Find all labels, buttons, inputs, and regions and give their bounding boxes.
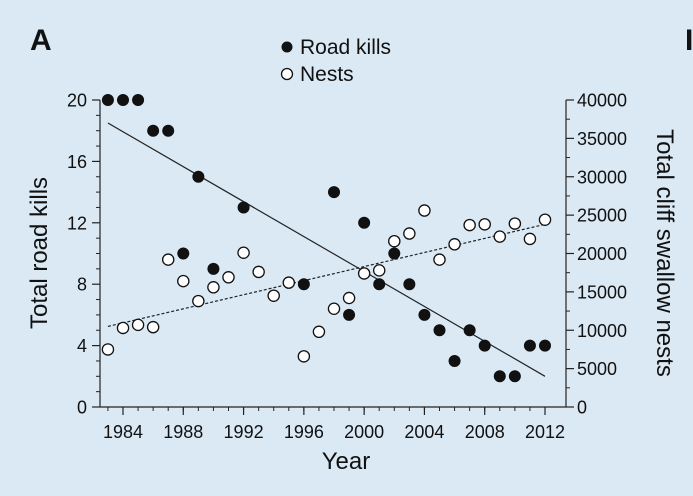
x-axis-title: Year	[322, 448, 371, 475]
x-axis-ticks: 1984 1988 1992 1996 2000 2004 2008 2012	[103, 407, 565, 442]
x-tick-label: 2012	[525, 422, 565, 442]
x-tick-label: 2000	[344, 422, 384, 442]
nests-point	[192, 294, 205, 308]
nests-point	[252, 265, 265, 279]
legend-marker-nests	[280, 67, 294, 81]
nests-point	[327, 302, 341, 316]
road-kills-point	[463, 324, 476, 337]
road-kills-point	[493, 370, 506, 383]
nests-point	[538, 213, 552, 226]
nests-point	[161, 253, 175, 266]
nests-point	[342, 291, 356, 305]
nests-point	[267, 289, 280, 302]
road-kills-point	[448, 354, 461, 367]
nests-point	[463, 218, 476, 232]
nests-point	[388, 234, 401, 248]
nests-point	[372, 264, 386, 277]
nests-point	[448, 238, 461, 251]
panel-label: A	[30, 24, 52, 57]
road-kills-point	[327, 186, 340, 199]
right-axis-ticks: 0 5000 10000 15000 20000 25000 30000 35000 40000	[566, 91, 627, 418]
road-kills-point	[192, 170, 205, 183]
road-kills-point	[508, 370, 521, 383]
right-axis-title: Total cliff swallow nests	[651, 129, 678, 377]
road-kills-point	[358, 216, 371, 229]
right-tick-label: 0	[577, 398, 587, 418]
left-tick-label: 16	[67, 152, 87, 172]
road-kills-point	[373, 278, 386, 291]
right-tick-label: 35000	[577, 129, 627, 149]
right-tick-label: 20000	[577, 244, 627, 264]
x-tick-label: 1988	[163, 422, 203, 442]
road-kills-point	[237, 201, 250, 214]
road-kills-point	[162, 124, 175, 137]
road-kills-point	[297, 278, 310, 291]
road-kills-point	[343, 308, 356, 321]
legend-label-nests: Nests	[300, 63, 354, 86]
road-kills-point	[177, 247, 190, 260]
nests-point	[508, 217, 522, 230]
road-kills-point	[388, 247, 401, 260]
nests-point	[131, 318, 145, 332]
left-tick-label: 8	[77, 275, 87, 295]
nests-point	[357, 267, 371, 280]
right-tick-label: 15000	[577, 282, 627, 302]
road-kills-point	[539, 339, 552, 352]
nests-point	[207, 281, 220, 294]
nests-point	[177, 274, 190, 288]
nests-point	[433, 253, 446, 266]
road-kills-point	[147, 124, 160, 137]
left-tick-label: 4	[77, 336, 87, 356]
x-tick-label: 1996	[284, 422, 324, 442]
x-tick-label: 2008	[465, 422, 505, 442]
nests-point	[478, 218, 491, 231]
data-points	[101, 94, 552, 383]
road-kills-point	[207, 262, 220, 275]
right-tick-label: 30000	[577, 167, 627, 187]
legend: Road kills Nests	[280, 36, 391, 86]
left-tick-label: 20	[67, 91, 87, 111]
x-tick-label: 1984	[103, 422, 143, 442]
nests-point	[146, 320, 160, 334]
left-axis-ticks: 0 4 8 12 16 20	[67, 91, 100, 418]
nests-point	[297, 350, 311, 363]
road-kills-point	[418, 308, 431, 321]
road-kills-point	[478, 339, 491, 352]
legend-label-road-kills: Road kills	[300, 36, 391, 59]
nests-point	[403, 227, 416, 240]
road-kills-point	[523, 339, 536, 352]
road-kills-point	[101, 94, 114, 107]
right-tick-label: 10000	[577, 321, 627, 341]
left-tick-label: 0	[77, 398, 87, 418]
road-kills-point	[117, 94, 130, 107]
x-tick-label: 2004	[404, 422, 444, 442]
nests-point	[418, 204, 431, 217]
nests-point	[282, 276, 296, 289]
nests-point	[222, 271, 235, 284]
nests-point	[116, 321, 130, 335]
nests-point	[312, 325, 326, 339]
left-axis-title: Total road kills	[26, 177, 53, 329]
right-tick-label: 5000	[577, 359, 617, 379]
legend-marker-road-kills	[281, 41, 293, 53]
x-tick-label: 1992	[224, 422, 264, 442]
nests-point	[237, 246, 250, 259]
right-tick-label: 40000	[577, 91, 627, 111]
nests-point	[523, 232, 537, 246]
edge-label: I	[685, 24, 693, 57]
nests-point	[493, 230, 507, 243]
road-kills-point	[433, 324, 446, 337]
right-tick-label: 25000	[577, 206, 627, 226]
nests-point	[101, 343, 115, 356]
road-kills-point	[403, 278, 416, 291]
left-tick-label: 12	[67, 213, 87, 233]
road-kills-point	[132, 94, 145, 107]
